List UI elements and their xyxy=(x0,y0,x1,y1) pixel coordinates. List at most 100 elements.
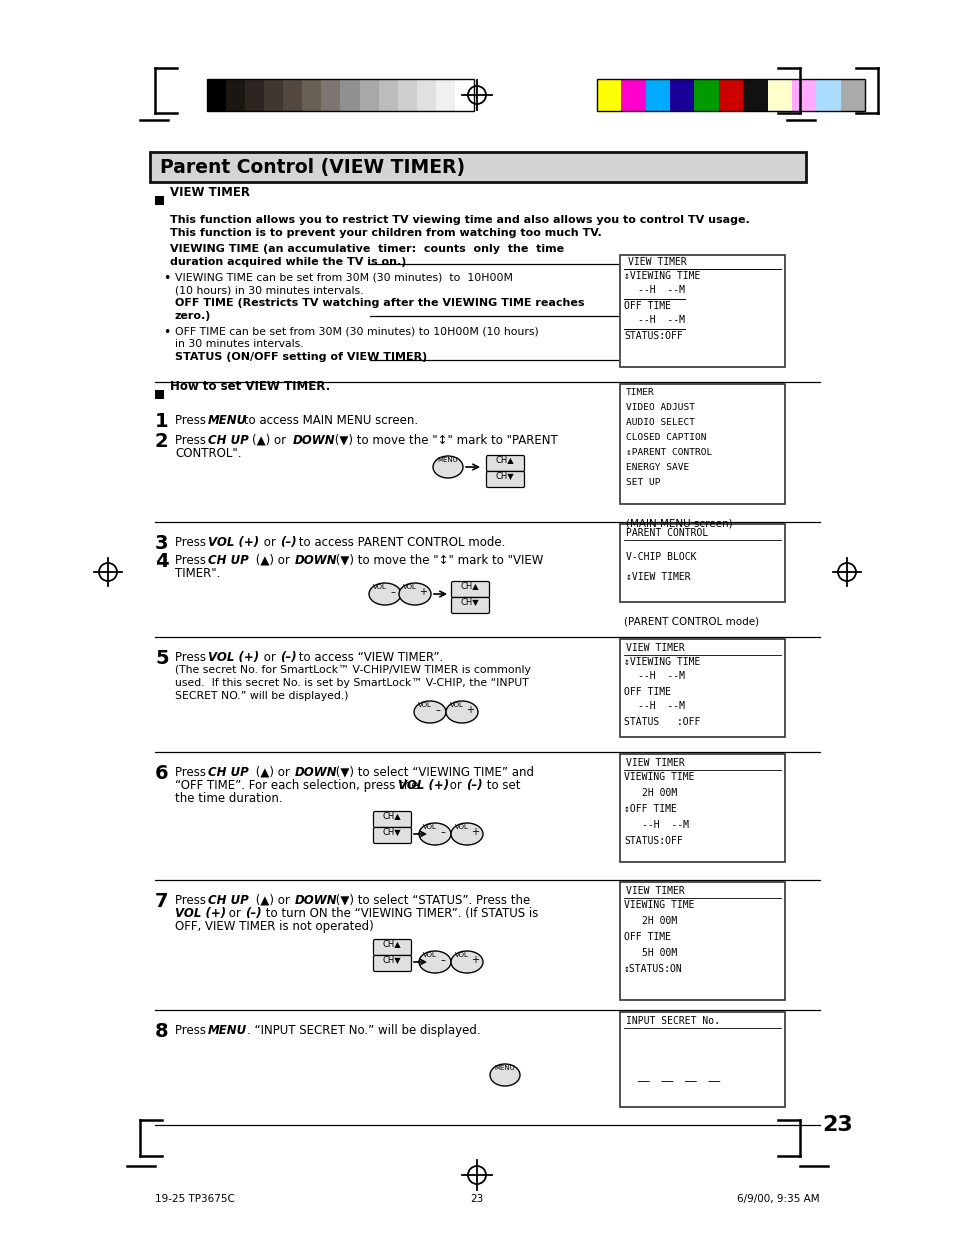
Bar xyxy=(154,196,164,205)
Text: VIEWING TIME: VIEWING TIME xyxy=(623,900,694,910)
Text: TIMER".: TIMER". xyxy=(174,567,220,580)
Bar xyxy=(619,638,784,737)
Text: (▲) or: (▲) or xyxy=(252,433,290,447)
Text: --H  --M: --H --M xyxy=(638,315,684,325)
Text: CH▲: CH▲ xyxy=(460,580,478,590)
Text: VOL: VOL xyxy=(402,584,416,590)
Text: (PARENT CONTROL mode): (PARENT CONTROL mode) xyxy=(623,616,759,626)
Text: (–): (–) xyxy=(245,906,261,920)
Text: VOL: VOL xyxy=(422,824,436,830)
Text: VIEWING TIME can be set from 30M (30 minutes)  to  10H00M: VIEWING TIME can be set from 30M (30 min… xyxy=(174,272,513,282)
Text: Press: Press xyxy=(174,555,210,567)
Text: Press: Press xyxy=(174,1024,210,1037)
Text: to turn ON the “VIEWING TIMER”. (If STATUS is: to turn ON the “VIEWING TIMER”. (If STAT… xyxy=(262,906,537,920)
FancyBboxPatch shape xyxy=(374,940,411,956)
Text: VIEWING TIME (an accumulative  timer:  counts  only  the  time: VIEWING TIME (an accumulative timer: cou… xyxy=(170,245,563,254)
Text: --H  --M: --H --M xyxy=(638,285,684,295)
Text: 6: 6 xyxy=(154,764,169,783)
Text: (▼) to select “STATUS”. Press the: (▼) to select “STATUS”. Press the xyxy=(332,894,530,906)
Text: to access PARENT CONTROL mode.: to access PARENT CONTROL mode. xyxy=(294,536,505,550)
Text: Press: Press xyxy=(174,894,210,906)
Text: CH▼: CH▼ xyxy=(460,597,478,606)
Bar xyxy=(245,79,264,111)
Text: CH▼: CH▼ xyxy=(382,955,401,965)
Bar xyxy=(302,79,321,111)
Text: (▲) or: (▲) or xyxy=(252,555,294,567)
Text: STATUS (ON/OFF setting of VIEW TIMER): STATUS (ON/OFF setting of VIEW TIMER) xyxy=(174,352,427,362)
Bar xyxy=(416,79,436,111)
Text: VOL (+): VOL (+) xyxy=(208,651,259,664)
Text: ↕VIEWING TIME: ↕VIEWING TIME xyxy=(623,270,700,282)
Text: VOL (+): VOL (+) xyxy=(397,779,449,792)
Bar xyxy=(207,79,226,111)
Text: VIDEO ADJUST: VIDEO ADJUST xyxy=(625,403,695,412)
Text: Press: Press xyxy=(174,414,210,427)
Bar xyxy=(597,79,620,111)
Text: +: + xyxy=(471,827,478,837)
Text: This function allows you to restrict TV viewing time and also allows you to cont: This function allows you to restrict TV … xyxy=(170,215,749,225)
Text: VIEW TIMER: VIEW TIMER xyxy=(170,186,250,199)
Text: MENU: MENU xyxy=(437,457,457,463)
Text: zero.): zero.) xyxy=(174,311,212,321)
Text: VOL: VOL xyxy=(455,824,469,830)
Text: OFF TIME (Restricts TV watching after the VIEWING TIME reaches: OFF TIME (Restricts TV watching after th… xyxy=(174,298,584,308)
Bar xyxy=(359,79,378,111)
Text: --H  --M: --H --M xyxy=(638,671,684,680)
Text: STATUS:OFF: STATUS:OFF xyxy=(623,331,682,341)
Text: INPUT SECRET No.: INPUT SECRET No. xyxy=(625,1016,720,1026)
Text: STATUS   :OFF: STATUS :OFF xyxy=(623,718,700,727)
Text: CH▲: CH▲ xyxy=(382,811,401,820)
Text: to set: to set xyxy=(482,779,520,792)
Text: or: or xyxy=(225,906,244,920)
Bar xyxy=(340,79,359,111)
Text: (▼) to select “VIEWING TIME” and: (▼) to select “VIEWING TIME” and xyxy=(332,766,534,779)
Text: +: + xyxy=(471,955,478,965)
Text: DOWN: DOWN xyxy=(294,555,337,567)
Text: MENU: MENU xyxy=(208,1024,247,1037)
Text: CH UP: CH UP xyxy=(208,766,249,779)
Bar xyxy=(645,79,669,111)
Text: 7: 7 xyxy=(154,892,169,911)
Text: in 30 minutes intervals.: in 30 minutes intervals. xyxy=(174,338,303,350)
Text: STATUS:OFF: STATUS:OFF xyxy=(623,836,682,846)
Text: ↕VIEWING TIME: ↕VIEWING TIME xyxy=(623,657,700,667)
Text: 1: 1 xyxy=(154,412,169,431)
Text: –: – xyxy=(440,955,445,965)
Bar xyxy=(742,79,767,111)
Bar xyxy=(436,79,455,111)
Bar xyxy=(264,79,283,111)
Text: SECRET NO.” will be displayed.): SECRET NO.” will be displayed.) xyxy=(174,692,348,701)
Bar xyxy=(619,882,784,1000)
Text: 23: 23 xyxy=(470,1194,483,1204)
Text: _ _ _ _: _ _ _ _ xyxy=(638,1062,720,1081)
Bar xyxy=(597,79,864,111)
Bar xyxy=(619,755,784,862)
Text: OFF, VIEW TIMER is not operated): OFF, VIEW TIMER is not operated) xyxy=(174,920,374,932)
Bar xyxy=(791,79,816,111)
Bar xyxy=(397,79,416,111)
Text: Press: Press xyxy=(174,433,210,447)
Text: (▲) or: (▲) or xyxy=(252,766,294,779)
Ellipse shape xyxy=(451,951,482,973)
Text: “OFF TIME”. For each selection, press the: “OFF TIME”. For each selection, press th… xyxy=(174,779,422,792)
Text: VOL: VOL xyxy=(373,584,387,590)
Bar xyxy=(207,79,474,111)
Text: --H  --M: --H --M xyxy=(638,701,684,711)
Text: VIEW TIMER: VIEW TIMER xyxy=(625,643,684,653)
Text: VOL: VOL xyxy=(450,701,463,708)
Text: (–): (–) xyxy=(465,779,482,792)
Text: the time duration.: the time duration. xyxy=(174,792,282,805)
Text: VOL (+): VOL (+) xyxy=(174,906,226,920)
Text: DOWN: DOWN xyxy=(293,433,335,447)
Text: --H  --M: --H --M xyxy=(641,820,688,830)
Text: 23: 23 xyxy=(821,1115,852,1135)
Text: –: – xyxy=(440,827,445,837)
Text: VIEW TIMER: VIEW TIMER xyxy=(627,257,686,267)
Ellipse shape xyxy=(398,583,431,605)
Text: •: • xyxy=(163,272,171,285)
Text: CONTROL".: CONTROL". xyxy=(174,447,241,459)
Text: VOL: VOL xyxy=(417,701,432,708)
Ellipse shape xyxy=(446,701,477,722)
Text: (–): (–) xyxy=(280,536,296,550)
Bar xyxy=(620,79,645,111)
